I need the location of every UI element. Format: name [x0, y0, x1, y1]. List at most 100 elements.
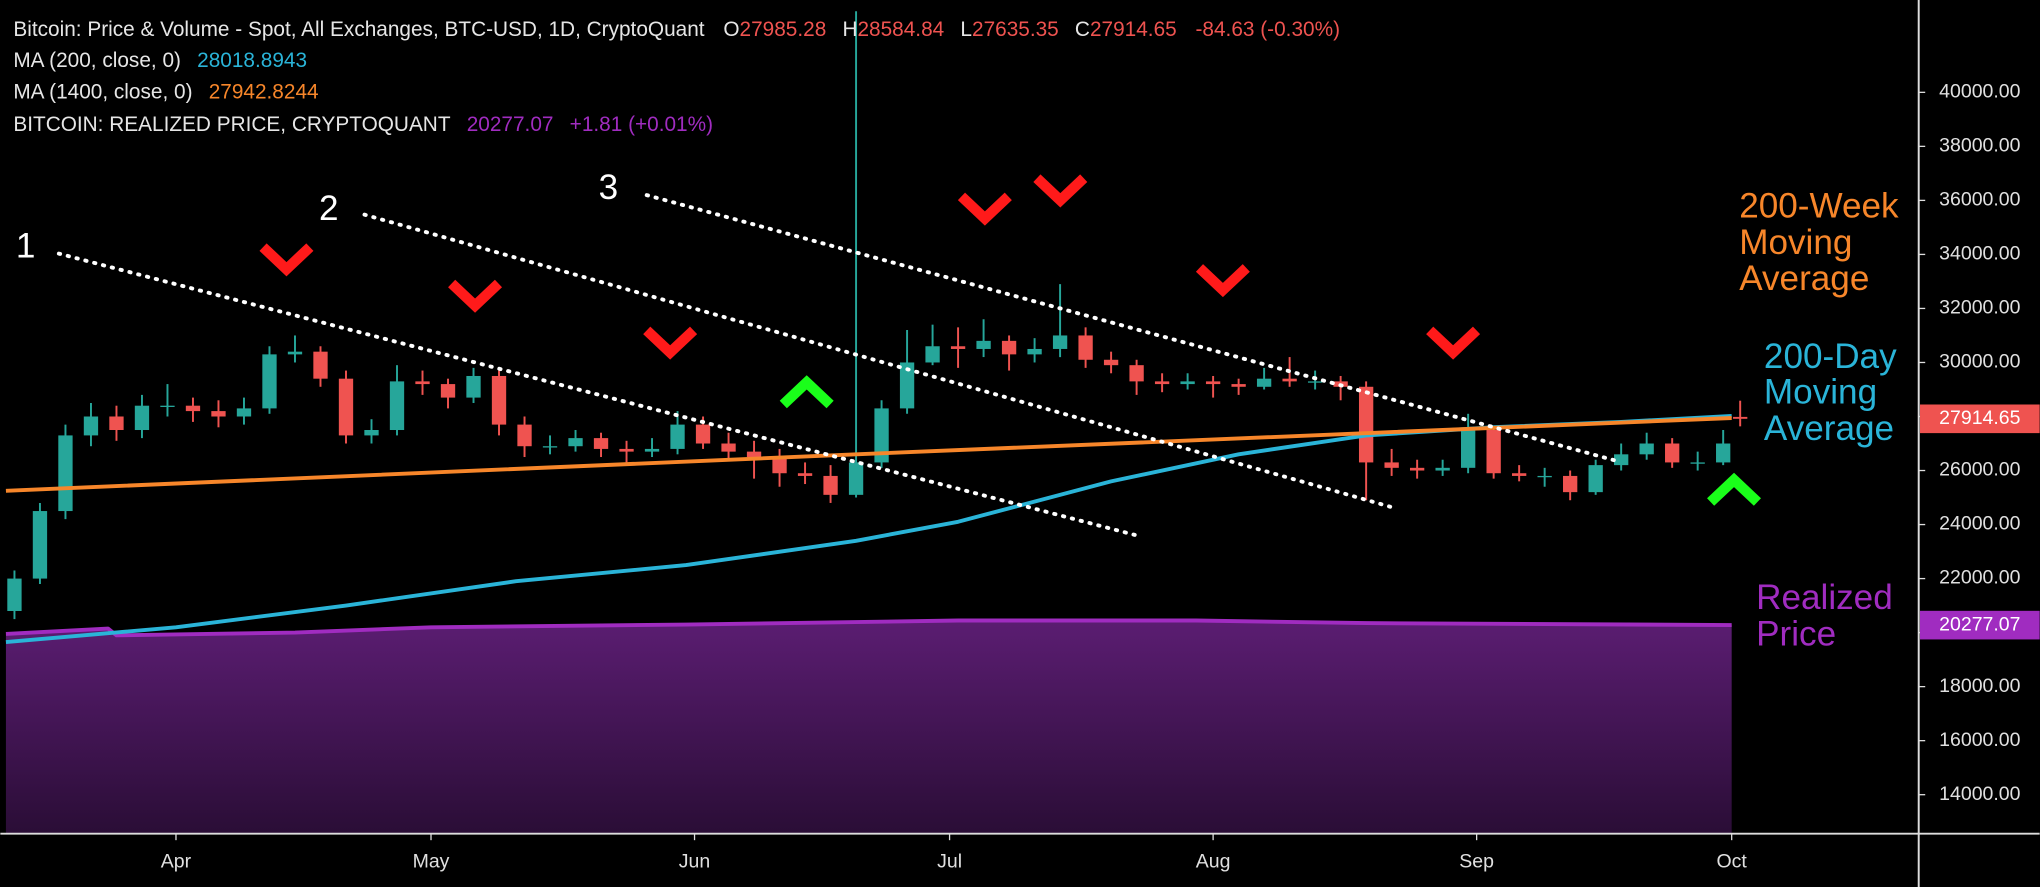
price-badge: [1920, 404, 2040, 434]
candle-body: [619, 448, 634, 452]
x-tick-label: Apr: [161, 850, 192, 872]
trendline: [362, 212, 1394, 510]
candle-body: [1231, 384, 1246, 387]
candle-body: [772, 457, 787, 474]
candle-body: [1511, 473, 1527, 476]
ohlc-label: C: [1075, 17, 1090, 40]
candle-body: [134, 405, 150, 431]
candle-body: [1180, 381, 1195, 385]
candle-body: [593, 438, 609, 449]
x-tick-label: Jul: [937, 850, 962, 872]
change: -84.63 (-0.30%): [1196, 17, 1341, 40]
y-tick-label: 14000.00: [1939, 783, 2020, 805]
candle-body: [874, 408, 889, 463]
candle-body: [440, 384, 456, 398]
header-title: Bitcoin: Price & Volume - Spot, All Exch…: [13, 17, 704, 40]
candle-body: [1486, 430, 1501, 474]
candle-body: [58, 435, 73, 512]
y-tick-label: 32000.00: [1939, 297, 2020, 319]
legend-name: MA (1400, close, 0): [13, 80, 192, 103]
candle-body: [1614, 454, 1629, 466]
price-badge: [1920, 610, 2040, 640]
candle-body: [976, 340, 991, 349]
y-tick-label: 38000.00: [1939, 135, 2020, 157]
y-tick-label: 30000.00: [1939, 351, 2020, 373]
candle-body: [1639, 443, 1654, 455]
candle-body: [415, 381, 430, 385]
candle-body: [1282, 378, 1297, 382]
candle-body: [7, 578, 22, 612]
candle-body: [1588, 465, 1603, 493]
candle-body: [491, 375, 507, 425]
resistance-marker: [259, 243, 314, 277]
candle-body: [1052, 335, 1068, 349]
annotation: Average: [1739, 259, 1869, 298]
legend-value: 27942.8244: [209, 80, 319, 103]
x-tick-label: Aug: [1196, 850, 1231, 872]
annotation: Moving: [1739, 223, 1852, 262]
y-tick-label: 40000.00: [1939, 80, 2020, 102]
ohlc-label: H: [842, 17, 857, 40]
candle-body: [236, 408, 252, 417]
candle-body: [1307, 381, 1323, 383]
y-tick-label: 34000.00: [1939, 243, 2020, 265]
legend-name: MA (200, close, 0): [13, 49, 181, 72]
legend-value: 20277.07: [467, 112, 554, 135]
resistance-marker: [1195, 264, 1250, 298]
x-tick-label: Oct: [1717, 850, 1748, 872]
header: Bitcoin: Price & Volume - Spot, All Exch…: [13, 17, 1340, 40]
candle-body: [287, 351, 303, 355]
trendline-label: 3: [599, 168, 619, 207]
candle-body: [542, 446, 558, 448]
candle-body: [644, 448, 660, 452]
candle-body: [1001, 340, 1017, 355]
candle-body: [338, 378, 354, 436]
candle-body: [568, 438, 583, 447]
candle-body: [823, 475, 838, 495]
candle-body: [1733, 416, 1748, 419]
annotation: Realized: [1756, 578, 1893, 617]
y-tick-label: 18000.00: [1939, 675, 2020, 697]
trendline: [644, 193, 1622, 464]
y-tick-label: 36000.00: [1939, 189, 2020, 211]
candle-body: [899, 362, 915, 409]
legend-entry: BITCOIN: REALIZED PRICE, CRYPTOQUANT 202…: [13, 112, 713, 135]
line: [5, 416, 1732, 493]
candle-body: [746, 451, 762, 458]
support-marker: [1707, 472, 1762, 506]
legend-name: BITCOIN: REALIZED PRICE, CRYPTOQUANT: [13, 112, 450, 135]
y-tick-label: 26000.00: [1939, 459, 2020, 481]
candle-body: [109, 416, 124, 431]
candle-body: [1665, 443, 1680, 463]
candle-body: [211, 411, 226, 417]
candle-body: [389, 381, 405, 431]
candle-body: [721, 443, 736, 452]
ohlc-label: L: [960, 17, 972, 40]
trendline-label: 2: [319, 189, 339, 228]
x-tick-label: May: [413, 850, 450, 872]
candle-body: [262, 354, 277, 409]
annotation: Price: [1756, 614, 1836, 653]
ohlc-value: 27914.65: [1090, 17, 1177, 40]
annotation: Average: [1764, 409, 1894, 448]
candle-body: [950, 346, 966, 349]
candle-body: [466, 375, 481, 398]
x-tick-label: Jun: [679, 850, 710, 872]
y-tick-label: 24000.00: [1939, 513, 2020, 535]
candle-body: [797, 473, 813, 476]
realized-area: [5, 620, 1732, 834]
trendline: [56, 251, 1141, 538]
resistance-marker: [643, 326, 698, 360]
candle-body: [83, 416, 99, 436]
candle-body: [1129, 365, 1144, 382]
candle-body: [1256, 378, 1272, 387]
candle-body: [1435, 467, 1450, 471]
candle-body: [1409, 467, 1425, 471]
candle-body: [925, 346, 940, 363]
price-badge-label: 27914.65: [1939, 407, 2020, 429]
plot-layer: [5, 11, 1748, 834]
ohlc-value: 27635.35: [972, 17, 1059, 40]
price-badge-label: 20277.07: [1939, 613, 2020, 635]
